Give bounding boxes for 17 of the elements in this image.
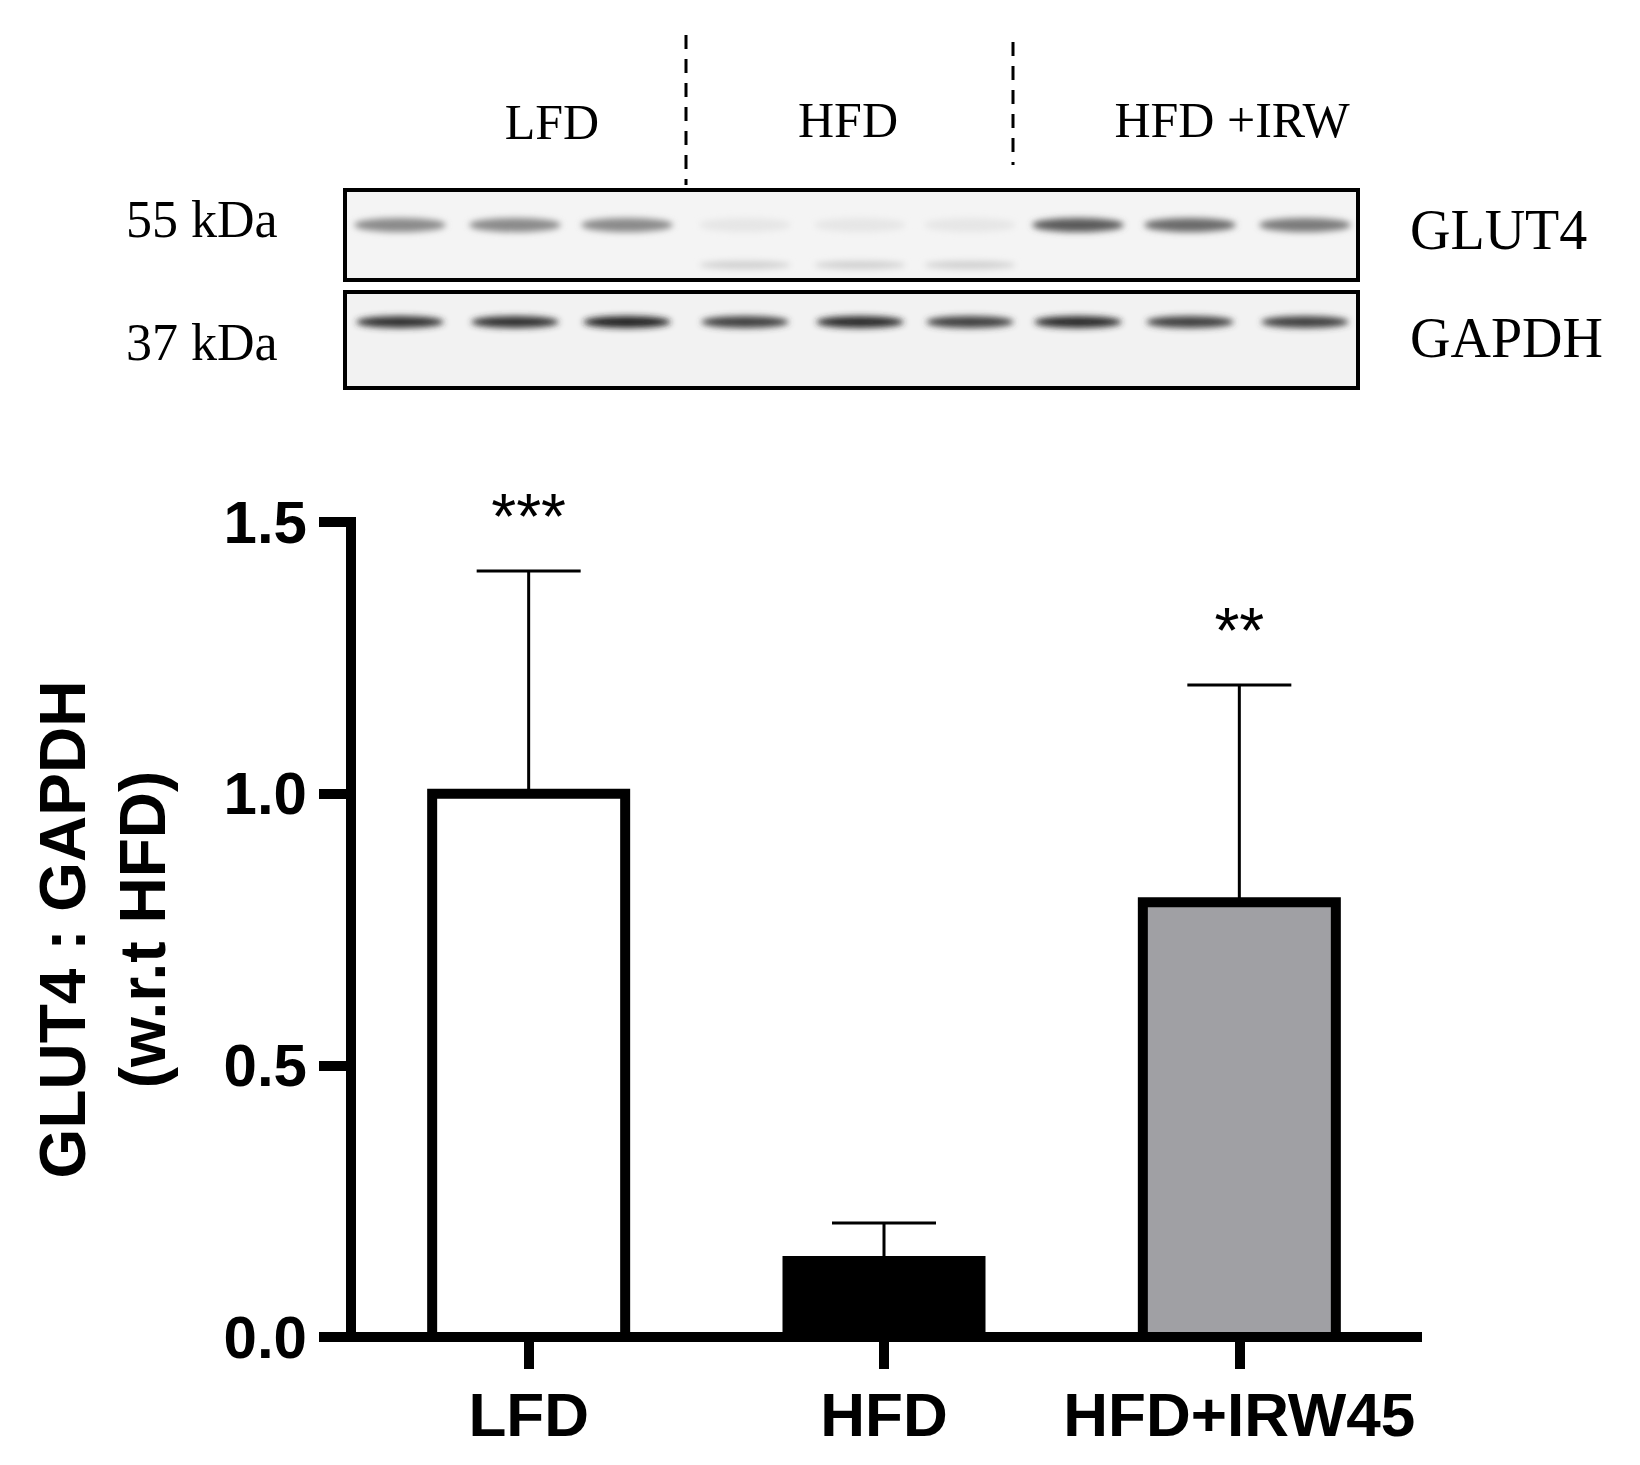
annotation: *** [491,480,567,553]
x-tick-label: HFD [820,1379,948,1449]
x-tick-label: LFD [468,1379,589,1449]
annotation: ** [1214,595,1265,667]
x-tick-label: HFD+IRW45 [1063,1379,1416,1449]
y-tick-label: 1.0 [223,760,307,828]
y-tick-label: 1.5 [223,488,307,556]
y-tick-label: 0.5 [223,1031,307,1099]
text: 55 kDa [126,191,278,248]
text: HFD +IRW [1114,92,1350,148]
text: HFD [797,92,899,148]
text: GAPDH [1410,307,1603,369]
y-axis-title: GLUT4 : GAPDH (w.r.t HFD) [27,680,179,1179]
text: LFD [504,94,600,150]
y-tick-label: 0.0 [223,1303,307,1371]
text: GLUT4 [1410,199,1588,261]
text: 37 kDa [126,314,278,371]
